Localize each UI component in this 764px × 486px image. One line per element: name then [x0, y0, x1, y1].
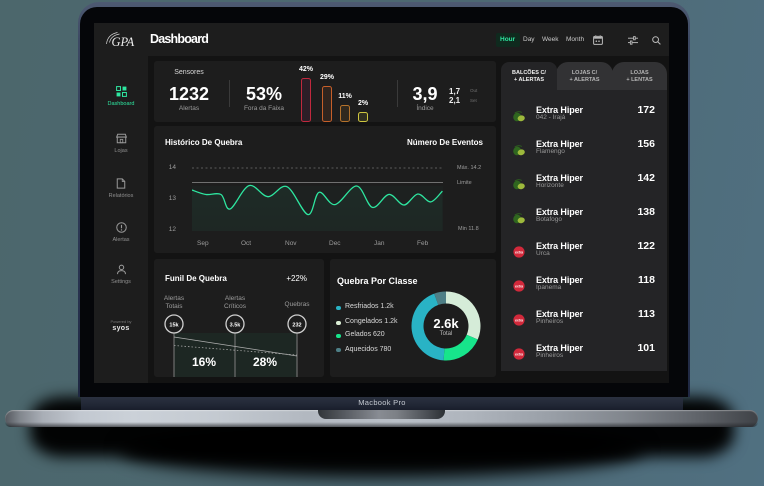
svg-text:extra: extra	[515, 250, 523, 254]
svg-text:GPA: GPA	[112, 35, 135, 49]
svg-text:extra: extra	[515, 318, 523, 322]
svg-text:extra: extra	[515, 284, 523, 288]
svg-text:3.5k: 3.5k	[230, 323, 242, 329]
svg-text:232: 232	[292, 323, 301, 329]
svg-text:extra: extra	[515, 352, 523, 356]
svg-text:15k: 15k	[169, 323, 179, 329]
